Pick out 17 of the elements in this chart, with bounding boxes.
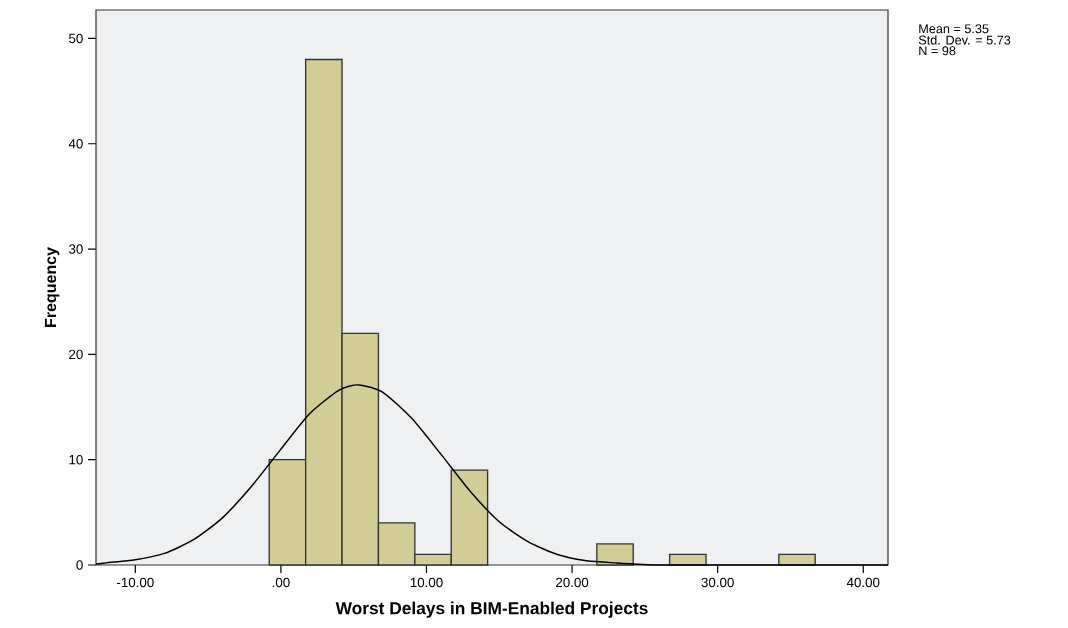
y-axis-title: Frequency [44, 247, 60, 327]
x-axis-title: Worst Delays in BIM-Enabled Projects [335, 601, 648, 618]
text: Std. Dev. = 5.73 [918, 35, 1011, 45]
x-tick-label: .00 [272, 577, 290, 588]
y-tick-label: 20 [69, 349, 83, 360]
x-tick-label: -10.00 [117, 577, 154, 588]
y-tick-label: 0 [76, 560, 83, 570]
x-tick-label: 40.00 [846, 577, 880, 588]
x-tick-label: 20.00 [556, 577, 589, 588]
text: N = 98 [919, 46, 956, 56]
x-tick-label: 30.00 [701, 577, 734, 588]
y-tick-label: 30 [68, 244, 83, 254]
x-tick-label: 10.00 [410, 577, 443, 588]
y-tick-label: 10 [69, 454, 83, 465]
y-tick-label: 40 [68, 139, 83, 149]
text: Mean = 5.35 [919, 24, 989, 34]
y-tick-label: 50 [69, 33, 83, 44]
